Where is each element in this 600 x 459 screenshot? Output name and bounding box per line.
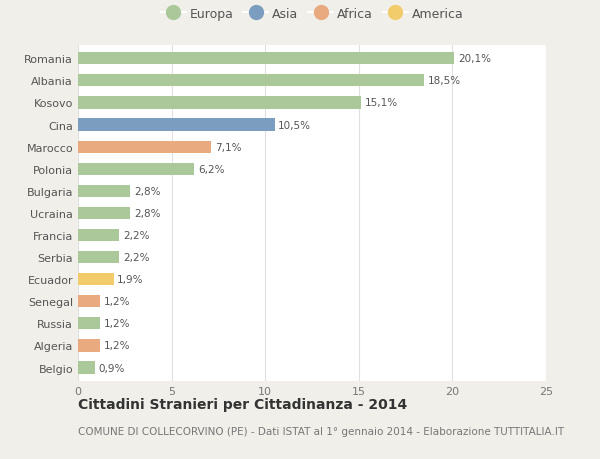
Bar — [78, 185, 130, 197]
Text: 20,1%: 20,1% — [458, 54, 491, 64]
Bar — [78, 252, 119, 263]
Bar — [78, 97, 361, 109]
Text: 1,2%: 1,2% — [104, 297, 131, 307]
Bar — [78, 340, 100, 352]
Text: 6,2%: 6,2% — [198, 164, 224, 174]
Bar — [78, 274, 113, 285]
Text: COMUNE DI COLLECORVINO (PE) - Dati ISTAT al 1° gennaio 2014 - Elaborazione TUTTI: COMUNE DI COLLECORVINO (PE) - Dati ISTAT… — [78, 426, 564, 436]
Bar — [78, 119, 275, 131]
Bar — [78, 163, 194, 175]
Text: 2,8%: 2,8% — [134, 208, 161, 218]
Bar — [78, 362, 95, 374]
Text: 7,1%: 7,1% — [215, 142, 241, 152]
Bar — [78, 141, 211, 153]
Text: 10,5%: 10,5% — [278, 120, 311, 130]
Bar — [78, 318, 100, 330]
Text: 1,2%: 1,2% — [104, 319, 131, 329]
Text: 2,8%: 2,8% — [134, 186, 161, 196]
Bar — [78, 75, 424, 87]
Bar — [78, 207, 130, 219]
Text: 1,9%: 1,9% — [118, 274, 144, 285]
Text: 18,5%: 18,5% — [428, 76, 461, 86]
Text: 0,9%: 0,9% — [98, 363, 125, 373]
Bar — [78, 53, 454, 65]
Text: 2,2%: 2,2% — [123, 252, 149, 263]
Text: 1,2%: 1,2% — [104, 341, 131, 351]
Bar — [78, 296, 100, 308]
Text: Cittadini Stranieri per Cittadinanza - 2014: Cittadini Stranieri per Cittadinanza - 2… — [78, 397, 407, 411]
Bar — [78, 230, 119, 241]
Text: 2,2%: 2,2% — [123, 230, 149, 241]
Legend: Europa, Asia, Africa, America: Europa, Asia, Africa, America — [158, 5, 466, 23]
Text: 15,1%: 15,1% — [364, 98, 398, 108]
